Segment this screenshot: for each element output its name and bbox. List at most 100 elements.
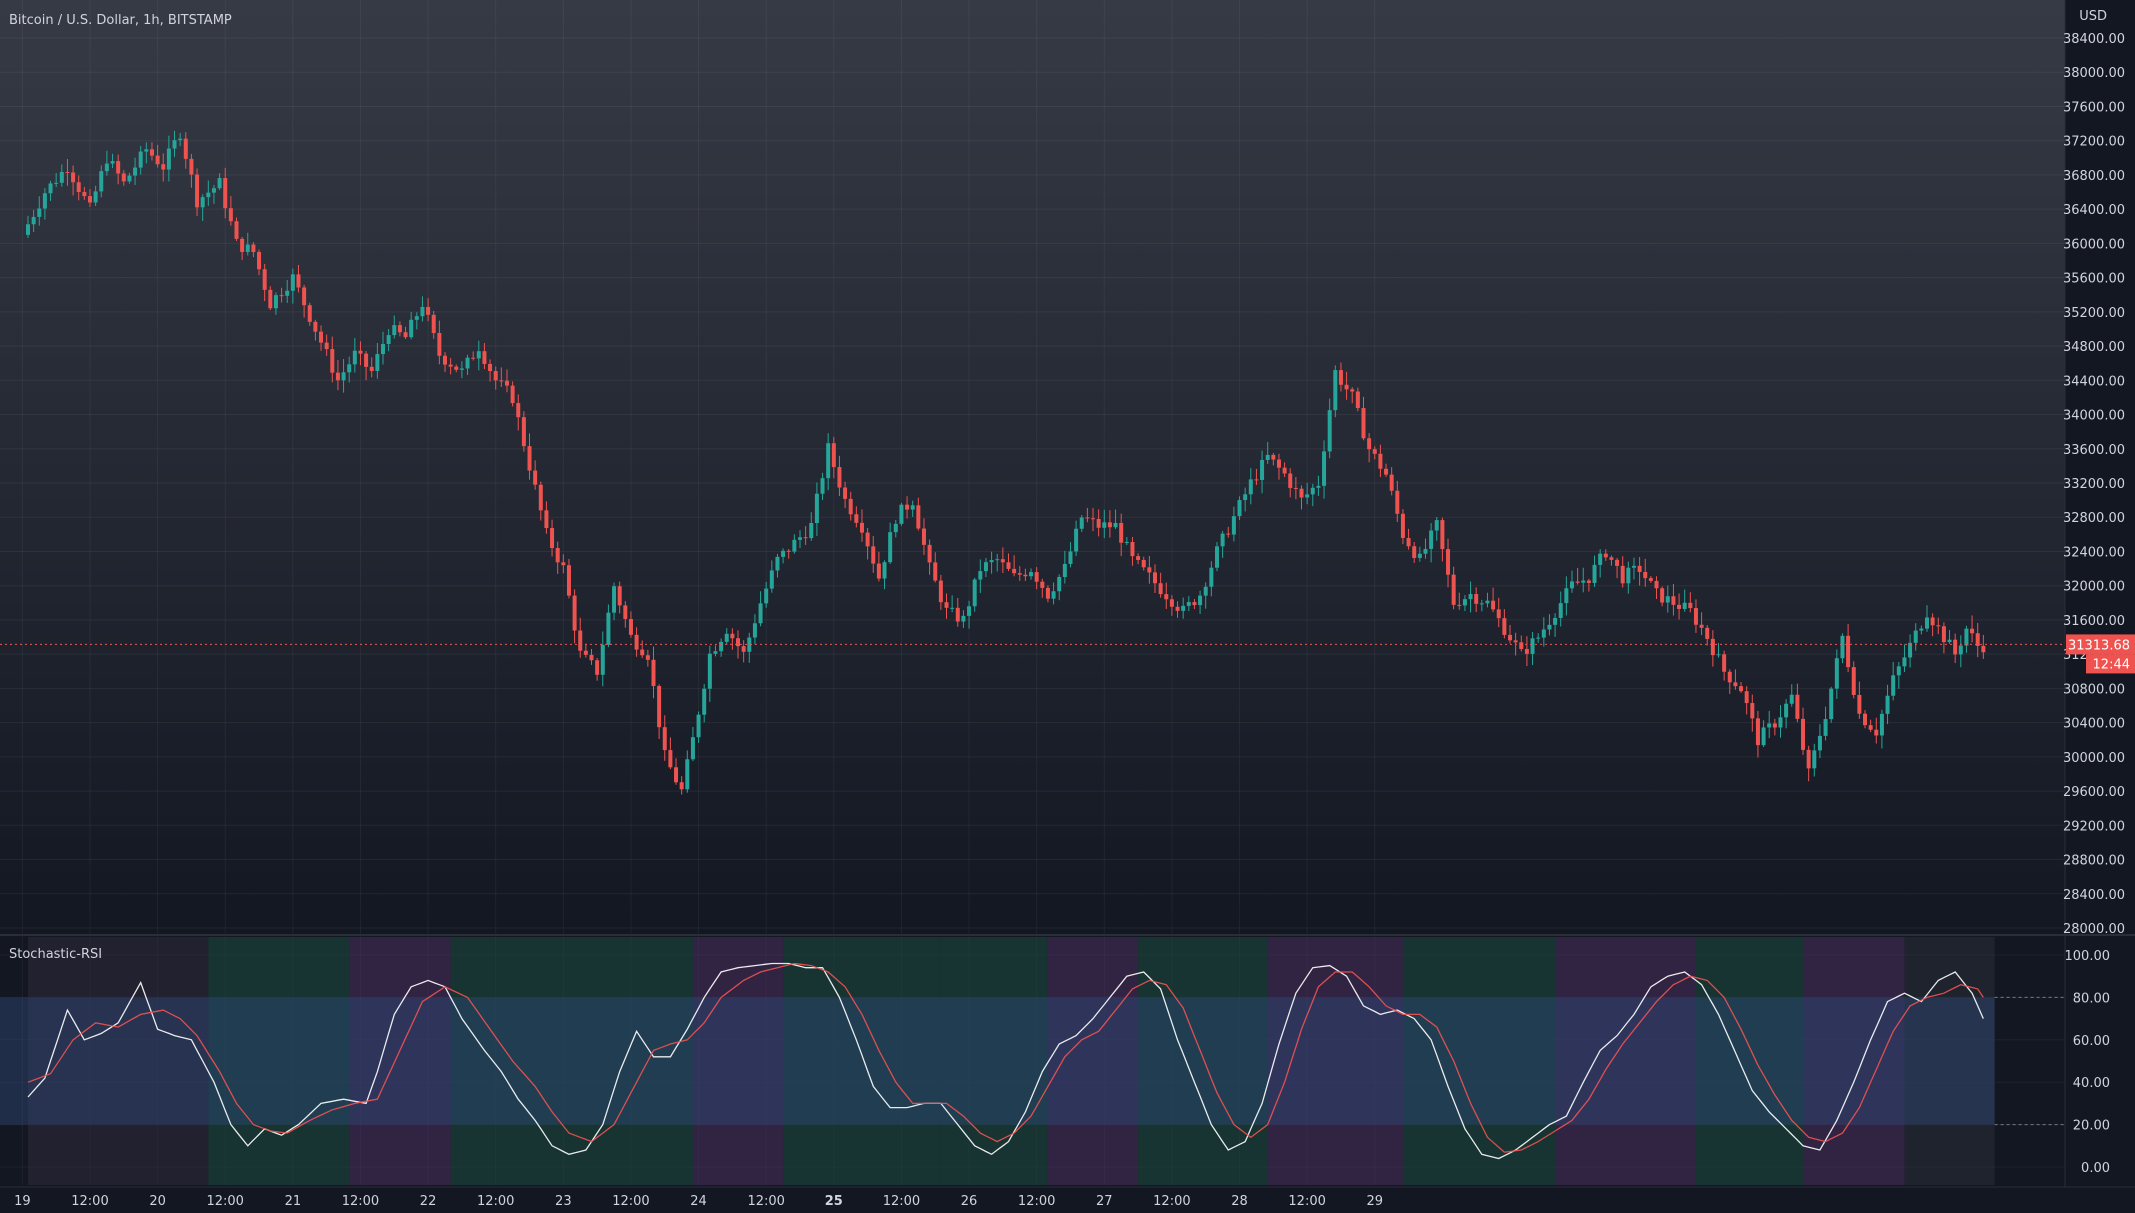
candle-body: [262, 269, 267, 290]
candle-body: [319, 331, 324, 343]
candle-body: [595, 660, 600, 675]
candle-body: [26, 224, 30, 235]
candle-body: [1327, 410, 1332, 452]
candle-body: [369, 366, 374, 371]
candle-body: [1547, 624, 1552, 630]
candle-body: [1964, 628, 1969, 646]
oscillator-shade-segment: [692, 937, 784, 1185]
candle-body: [1158, 583, 1163, 595]
oscillator-shade-segment: [1695, 937, 1804, 1185]
candle-body: [978, 571, 983, 580]
candle-body: [1693, 608, 1698, 625]
candle-body: [82, 192, 87, 197]
x-tick-label: 12:00: [747, 1194, 784, 1209]
candle-body: [1767, 723, 1772, 728]
candle-body: [1699, 624, 1704, 628]
candle-body: [510, 385, 515, 404]
candle-body: [1716, 654, 1721, 656]
candle-body: [533, 470, 538, 485]
candle-body: [1930, 617, 1935, 626]
candle-body: [1575, 581, 1580, 583]
candle-body: [938, 580, 943, 603]
candle-body: [1829, 688, 1834, 720]
candle-body: [54, 182, 59, 184]
candle-body: [133, 167, 138, 176]
candle-body: [1113, 522, 1118, 528]
candle-body: [628, 618, 633, 635]
candle-body: [950, 607, 955, 609]
candle-body: [1902, 657, 1907, 667]
candle-body: [71, 172, 76, 183]
price-tick-label: 33200.00: [2063, 477, 2125, 492]
currency-label[interactable]: USD: [2079, 9, 2107, 24]
candle-body: [1823, 719, 1828, 736]
candle-body: [1372, 449, 1377, 454]
candle-body: [1412, 546, 1417, 558]
candle-body: [803, 537, 808, 539]
candle-body: [1970, 628, 1975, 634]
candle-body: [685, 759, 690, 790]
oscillator-tick-label: 60.00: [2073, 1034, 2110, 1049]
candle-body: [1389, 474, 1394, 491]
candle-body: [707, 653, 712, 689]
candle-body: [149, 149, 154, 156]
candle-body: [454, 366, 459, 370]
price-tick-label: 32800.00: [2063, 511, 2125, 526]
candle-body: [983, 562, 988, 572]
overbought-oversold-band: [0, 997, 1995, 1125]
candle-body: [910, 505, 915, 510]
candle-body: [1023, 574, 1028, 577]
candle-body: [1626, 567, 1631, 584]
candle-body: [1784, 703, 1789, 718]
candle-body: [944, 602, 949, 608]
oscillator-shade-segment: [349, 937, 451, 1185]
candle-body: [381, 343, 386, 355]
candle-body: [116, 161, 121, 174]
candle-body: [1276, 459, 1281, 468]
oscillator-background: [0, 937, 2065, 1185]
candle-body: [1231, 516, 1236, 535]
oscillator-shade-segment: [1402, 937, 1556, 1185]
candle-body: [871, 546, 876, 564]
candle-body: [1744, 691, 1749, 704]
candle-body: [1045, 587, 1050, 599]
price-pane-background: [0, 0, 2065, 935]
candle-body: [679, 782, 684, 790]
candle-body: [240, 238, 245, 252]
stoch-rsi-k-line: [27, 962, 1984, 1160]
candle-body: [651, 659, 656, 687]
candle-body: [307, 305, 312, 322]
price-tick-label: 33600.00: [2063, 443, 2125, 458]
oscillator-shade-segment: [1803, 937, 1905, 1185]
candle-body: [493, 371, 498, 381]
candle-body: [347, 364, 352, 373]
candle-body: [268, 289, 273, 309]
candle-body: [1485, 600, 1490, 604]
candle-body: [843, 487, 848, 499]
candle-body: [1051, 591, 1056, 599]
candle-body: [921, 528, 926, 545]
candle-body: [561, 562, 566, 566]
candle-body: [1474, 594, 1479, 604]
candle-body: [696, 714, 701, 738]
candle-body: [893, 523, 898, 533]
candle-body: [1519, 642, 1524, 649]
candle-body: [775, 556, 780, 571]
candle-body: [1592, 564, 1597, 583]
candle-body: [1451, 574, 1456, 605]
candle-body: [1513, 640, 1518, 643]
candle-body: [1981, 645, 1986, 653]
candle-body: [1564, 588, 1569, 604]
candle-body: [1316, 485, 1321, 488]
candle-body: [1096, 518, 1101, 528]
price-tick-label: 28000.00: [2063, 922, 2125, 937]
x-tick-label: 12:00: [1288, 1194, 1325, 1209]
price-tick-label: 36800.00: [2063, 169, 2125, 184]
candle-body: [916, 505, 921, 529]
candle-body: [476, 351, 481, 359]
candle-body: [1034, 572, 1039, 582]
candle-body: [59, 171, 64, 183]
candle-body: [550, 528, 555, 549]
candle-body: [634, 634, 639, 650]
